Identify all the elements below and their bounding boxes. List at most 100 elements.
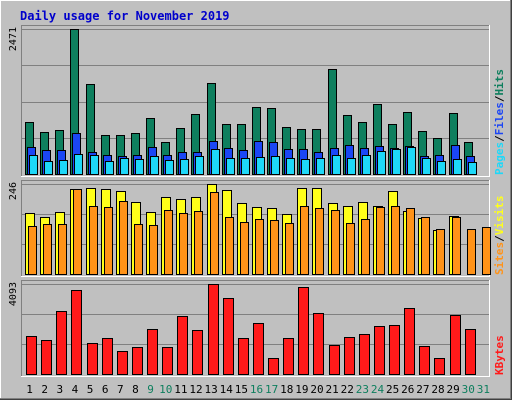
- bar-sites-day-7: [119, 201, 128, 275]
- x-tick-label: 13: [204, 383, 217, 396]
- bar-pages-day-17: [271, 156, 280, 175]
- bar-sites-day-13: [210, 192, 219, 275]
- legend-separator: /: [493, 95, 506, 102]
- panel-legend: Sites/Visits: [493, 196, 506, 276]
- bar-pages-day-5: [90, 155, 99, 175]
- bars: [26, 284, 476, 375]
- bar-kbytes-day-9: [147, 329, 158, 375]
- x-tick-label: 26: [401, 383, 414, 396]
- bar-kbytes-day-8: [132, 347, 143, 375]
- bar-pages-day-30: [468, 162, 477, 175]
- x-tick-label: 28: [431, 383, 444, 396]
- bar-sites-day-6: [104, 207, 113, 275]
- bar-pages-day-15: [241, 158, 250, 175]
- bar-sites-day-23: [361, 219, 370, 275]
- x-tick-label: 1: [26, 383, 33, 396]
- bar-sites-day-5: [89, 206, 98, 275]
- bar-kbytes-day-21: [329, 345, 340, 375]
- x-tick-label: 11: [174, 383, 187, 396]
- bar-kbytes-day-15: [238, 338, 249, 375]
- chart-title: Daily usage for November 2019: [20, 9, 230, 23]
- x-tick-label: 22: [341, 383, 354, 396]
- bar-kbytes-day-5: [87, 343, 98, 375]
- bar-pages-day-11: [180, 159, 189, 175]
- legend-files: Files: [493, 102, 506, 135]
- bar-kbytes-day-25: [389, 325, 400, 375]
- bar-sites-day-28: [436, 229, 445, 275]
- x-tick-label: 23: [356, 383, 369, 396]
- legend-separator: /: [493, 135, 506, 142]
- bar-kbytes-day-19: [298, 287, 309, 375]
- panel-legend: Pages/Files/Hits: [493, 69, 506, 175]
- bar-kbytes-day-4: [71, 290, 82, 375]
- x-tick-label: 27: [416, 383, 429, 396]
- bar-kbytes-day-17: [268, 358, 279, 375]
- bar-sites-day-20: [315, 208, 324, 275]
- bar-kbytes-day-18: [283, 338, 294, 375]
- panel-2: 246 Sites/Visits: [8, 180, 506, 277]
- bar-kbytes-day-12: [192, 330, 203, 375]
- bar-kbytes-day-24: [374, 326, 385, 375]
- bar-kbytes-day-13: [208, 284, 219, 375]
- chart-panels: 2471Pages/Files/Hits246Sites/Visits4093K…: [8, 25, 506, 377]
- panel-3: 4093 KBytes: [8, 280, 506, 377]
- bar-pages-day-12: [195, 156, 204, 175]
- x-tick-label: 9: [147, 383, 154, 396]
- bar-kbytes-day-30: [465, 329, 476, 375]
- bar-sites-day-2: [43, 224, 52, 275]
- bar-kbytes-day-6: [102, 338, 113, 375]
- bar-pages-day-14: [226, 158, 235, 175]
- bar-sites-day-31: [482, 227, 491, 275]
- x-tick-label: 4: [72, 383, 79, 396]
- legend-pages: Pages: [493, 142, 506, 175]
- bar-pages-day-7: [120, 158, 129, 175]
- bar-kbytes-day-14: [223, 298, 234, 375]
- bar-pages-day-26: [407, 147, 416, 175]
- x-tick-label: 30: [462, 383, 475, 396]
- x-tick-label: 14: [220, 383, 234, 396]
- x-tick-label: 3: [57, 383, 64, 396]
- bar-sites-day-26: [406, 208, 415, 275]
- x-tick-label: 18: [280, 383, 293, 396]
- x-tick-label: 8: [132, 383, 139, 396]
- bar-kbytes-day-22: [344, 337, 355, 375]
- bar-sites-day-15: [240, 222, 249, 275]
- bar-sites-day-22: [346, 223, 355, 275]
- x-tick-label: 17: [265, 383, 278, 396]
- bar-kbytes-day-29: [450, 315, 461, 375]
- bar-pages-day-6: [105, 161, 114, 175]
- legend-text: Pages/Files/Hits: [493, 69, 506, 175]
- bar-pages-day-4: [74, 154, 83, 175]
- bar-sites-day-1: [28, 226, 37, 275]
- bar-pages-day-23: [362, 155, 371, 175]
- bar-pages-day-29: [453, 159, 462, 175]
- bar-kbytes-day-27: [419, 346, 430, 375]
- bar-sites-day-29: [452, 217, 461, 275]
- x-tick-label: 15: [235, 383, 248, 396]
- x-tick-label: 25: [386, 383, 399, 396]
- legend-hits: Hits: [493, 69, 506, 96]
- x-tick-label: 10: [159, 383, 172, 396]
- bar-pages-day-20: [316, 158, 325, 175]
- legend-separator: /: [493, 235, 506, 242]
- bar-kbytes-day-1: [26, 336, 37, 375]
- bar-pages-day-2: [44, 161, 53, 175]
- bar-kbytes-day-11: [177, 316, 188, 375]
- bar-kbytes-day-7: [117, 351, 128, 375]
- bars: [25, 184, 491, 275]
- bar-sites-day-3: [58, 224, 67, 275]
- bar-pages-day-3: [59, 160, 68, 175]
- y-max-label: 2471: [8, 27, 19, 51]
- bar-sites-day-11: [179, 213, 188, 275]
- bar-kbytes-day-16: [253, 323, 264, 375]
- x-tick-label: 19: [295, 383, 308, 396]
- bar-kbytes-day-20: [313, 313, 324, 375]
- bar-sites-day-19: [300, 206, 309, 275]
- bar-pages-day-24: [377, 151, 386, 175]
- legend-sites: Sites: [493, 242, 506, 275]
- bar-pages-day-21: [332, 155, 341, 175]
- bars: [25, 29, 477, 175]
- x-tick-label: 6: [102, 383, 109, 396]
